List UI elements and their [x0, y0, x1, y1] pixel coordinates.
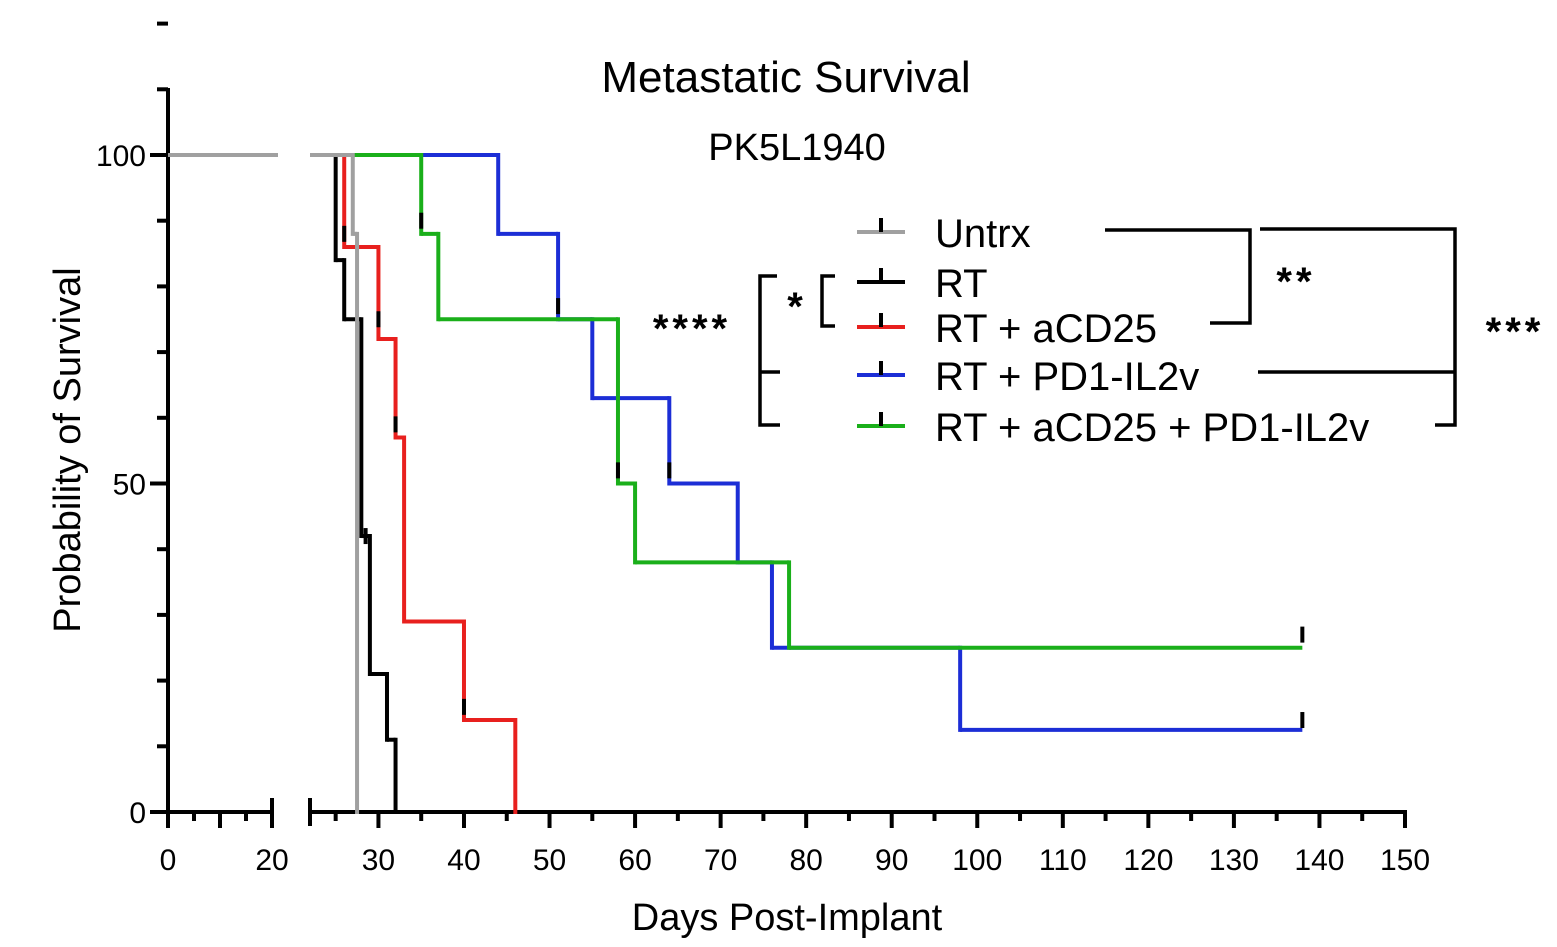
km-series	[168, 153, 518, 814]
x-tick-label: 60	[618, 844, 651, 877]
x-axis-title: Days Post-Implant	[632, 897, 943, 939]
x-tick-label: 30	[362, 844, 395, 877]
y-tick-label: 0	[129, 797, 146, 830]
significance-label: ****	[653, 307, 731, 351]
significance-label: *	[787, 285, 807, 329]
x-tick-label: 70	[704, 844, 737, 877]
x-tick-label: 130	[1209, 844, 1259, 877]
x-tick-label: 120	[1123, 844, 1173, 877]
x-tick-label: 40	[447, 844, 480, 877]
legend-label: RT + aCD25	[935, 307, 1157, 351]
series-layer	[168, 153, 1305, 814]
x-tick-label: 110	[1039, 844, 1087, 877]
legend-label: RT + aCD25 + PD1-IL2v	[935, 406, 1369, 450]
significance-brackets: **********	[653, 227, 1545, 427]
x-tick-label: 140	[1294, 844, 1344, 877]
bracket-line	[1260, 227, 1457, 427]
legend-label: RT + PD1-IL2v	[935, 355, 1199, 399]
bracket-line	[820, 274, 835, 328]
chart-subtitle: PK5L1940	[708, 127, 886, 169]
km-series	[168, 153, 398, 814]
y-tick-label: 50	[113, 469, 146, 502]
bracket-line	[1105, 228, 1252, 325]
bracket-line	[758, 274, 780, 427]
x-tick-label: 20	[255, 844, 288, 877]
x-tick-label: 0	[160, 844, 177, 877]
y-tick-label: 100	[96, 140, 146, 173]
legend-label: Untrx	[935, 212, 1031, 256]
x-tick-label: 90	[875, 844, 908, 877]
km-series	[168, 153, 360, 814]
axes	[150, 21, 1407, 828]
tick-labels: 0 50 100 0 20 30 40 50 60 70 80 90 100 110 120 130 140 15…	[96, 140, 1430, 877]
chart-title: Metastatic Survival	[601, 53, 970, 102]
significance-label: ***	[1486, 310, 1545, 354]
km-series	[168, 153, 1305, 650]
x-tick-label: 50	[533, 844, 566, 877]
x-tick-label: 100	[952, 844, 1002, 877]
x-tick-label: 80	[789, 844, 822, 877]
y-axis-title: Probability of Survival	[47, 267, 89, 632]
legend-label: RT	[935, 262, 988, 306]
x-tick-label: 150	[1380, 844, 1430, 877]
significance-label: **	[1276, 260, 1315, 304]
